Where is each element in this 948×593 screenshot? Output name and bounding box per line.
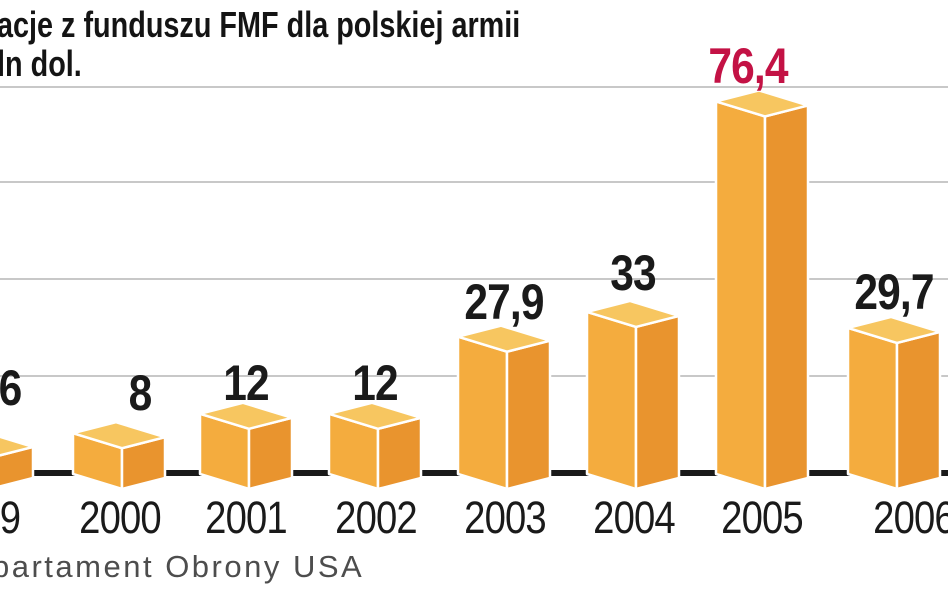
x-axis-label: 2006 (873, 492, 948, 543)
bar-3d-top-face (846, 315, 942, 345)
source-credit: partament Obrony USA (0, 549, 365, 584)
bar-3d-side-face (634, 314, 681, 491)
x-axis-label: 9 (0, 492, 21, 543)
bar-value-label: 12 (223, 355, 269, 411)
bar-3d-side-face (895, 330, 942, 491)
bar-3d-top-face (71, 420, 167, 450)
bar-value-label: 27,9 (464, 274, 544, 330)
x-axis-label: 2000 (79, 492, 162, 543)
bar-3d-top-face (0, 435, 35, 457)
x-axis-label: 2001 (205, 492, 288, 543)
bar-value-label: 6 (0, 360, 22, 416)
bar-3d-top-face (456, 324, 552, 353)
x-axis-label: 2005 (721, 492, 804, 543)
x-axis-label: 2002 (335, 492, 418, 543)
chart-title-units-line: ln dol. (0, 43, 82, 84)
bar-3d-side-face (247, 416, 294, 491)
bar-3d-side-face (763, 104, 810, 491)
bar-3d-front-face (585, 310, 638, 491)
x-axis-label: 2004 (593, 492, 676, 543)
bar-value-label: 29,7 (854, 264, 934, 320)
bar-3d-top-face (327, 401, 423, 431)
bar-3d-top-face (585, 299, 681, 329)
bar-3d-top-face (198, 401, 294, 431)
bar-3d-front-face (846, 326, 899, 491)
bar-value-label: 8 (128, 365, 153, 421)
bar-value-label: 12 (352, 355, 398, 411)
bar-3d-front-face (456, 335, 509, 491)
bar-3d-side-face (505, 339, 552, 491)
bar-3d-side-face (376, 416, 423, 491)
bar-3d-top-face (714, 89, 810, 118)
bar-3d-front-face (714, 100, 767, 491)
bar-value-label: 76,4 (708, 38, 788, 94)
bar-value-label: 33 (610, 245, 656, 301)
chart-title-line1: acje z funduszu FMF dla polskiej armii (0, 4, 521, 45)
x-axis-label: 2003 (464, 492, 547, 543)
